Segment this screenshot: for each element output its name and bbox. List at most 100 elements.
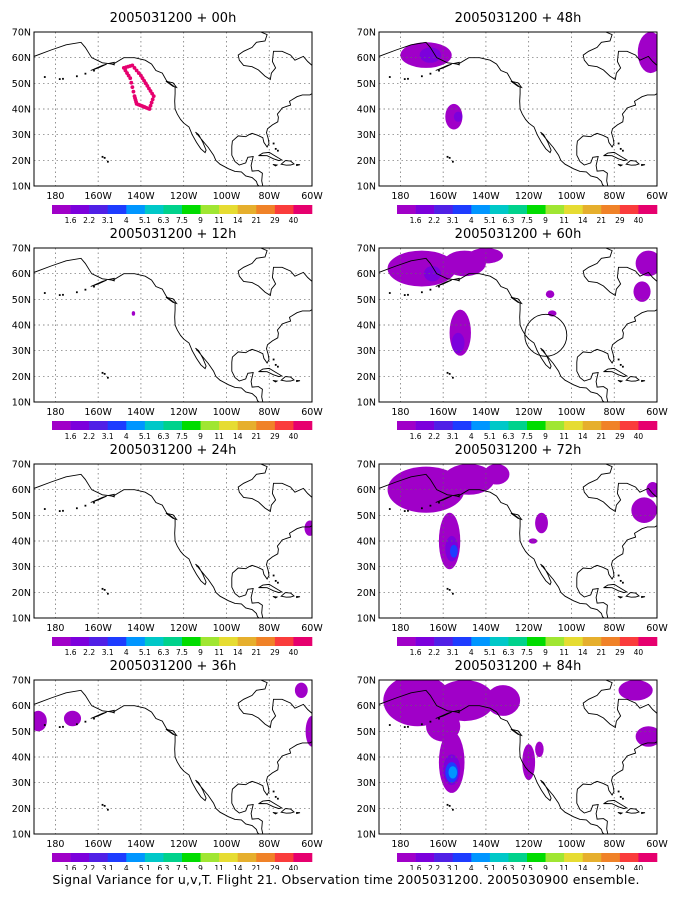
lon-label: 80W bbox=[603, 839, 625, 850]
coastline bbox=[435, 63, 452, 71]
map-area bbox=[379, 464, 657, 618]
colorbar-swatch bbox=[256, 637, 276, 646]
lat-label: 20N bbox=[357, 588, 376, 599]
variance-contour bbox=[449, 544, 458, 558]
colorbar-label: 7.5 bbox=[521, 648, 533, 657]
colorbar-swatch bbox=[619, 637, 639, 646]
island bbox=[93, 501, 95, 504]
map-frame bbox=[378, 463, 658, 619]
coastline bbox=[237, 680, 312, 729]
island bbox=[438, 717, 440, 720]
colorbar-swatch bbox=[52, 637, 71, 646]
coastline bbox=[34, 41, 312, 186]
colorbar-swatch bbox=[545, 853, 565, 862]
island bbox=[603, 799, 628, 810]
lat-label: 60N bbox=[357, 485, 376, 496]
coastline bbox=[34, 257, 312, 402]
island bbox=[621, 581, 624, 584]
lon-label: 100W bbox=[558, 623, 586, 634]
lon-label: 140W bbox=[472, 407, 500, 418]
colorbar-label: 4 bbox=[124, 648, 129, 657]
lon-label: 80W bbox=[258, 191, 280, 202]
colorbar-swatch bbox=[638, 853, 658, 862]
island bbox=[93, 717, 95, 720]
colorbar-label: 3.1 bbox=[447, 216, 459, 225]
island bbox=[617, 163, 624, 167]
island bbox=[403, 78, 406, 80]
colorbar-label: 21 bbox=[252, 432, 262, 441]
island bbox=[625, 592, 640, 598]
colorbar-label: 21 bbox=[597, 432, 607, 441]
colorbar-swatch bbox=[489, 421, 509, 430]
colorbar-swatch bbox=[219, 637, 239, 646]
island bbox=[62, 725, 64, 728]
island bbox=[103, 372, 106, 375]
island bbox=[272, 811, 279, 815]
colorbar-swatch bbox=[527, 205, 546, 214]
colorbar-swatch bbox=[144, 853, 164, 862]
lon-label: 100W bbox=[213, 191, 241, 202]
colorbar-label: 4 bbox=[124, 216, 129, 225]
colorbar-swatch bbox=[397, 421, 416, 430]
island bbox=[619, 795, 622, 798]
map-area bbox=[34, 464, 312, 618]
lon-label: 120W bbox=[515, 623, 543, 634]
flight-track-point bbox=[136, 71, 141, 75]
island bbox=[103, 156, 106, 159]
colorbar-label: 21 bbox=[597, 864, 607, 870]
coastline bbox=[90, 63, 107, 71]
colorbar-label: 5.1 bbox=[484, 864, 496, 870]
lon-label: 180 bbox=[391, 407, 409, 418]
lat-label: 70N bbox=[357, 28, 376, 39]
island bbox=[452, 277, 460, 282]
island bbox=[617, 142, 620, 145]
lon-label: 180 bbox=[391, 191, 409, 202]
island bbox=[407, 725, 409, 728]
lon-label: 60W bbox=[646, 839, 668, 850]
island bbox=[451, 808, 454, 811]
lat-label: 60N bbox=[357, 53, 376, 64]
island bbox=[420, 291, 423, 294]
island bbox=[621, 149, 624, 152]
colorbar-label: 29 bbox=[270, 432, 280, 441]
colorbar-label: 4 bbox=[124, 432, 129, 441]
lat-label: 50N bbox=[357, 295, 376, 306]
map-frame bbox=[33, 31, 313, 187]
colorbar-swatch bbox=[415, 421, 435, 430]
colorbar-swatch bbox=[471, 205, 491, 214]
island bbox=[429, 72, 432, 75]
colorbar-label: 29 bbox=[615, 864, 625, 870]
colorbar-label: 14 bbox=[233, 216, 243, 225]
colorbar-label: 2.2 bbox=[83, 864, 95, 870]
colorbar-label: 40 bbox=[289, 864, 299, 870]
colorbar-label: 11 bbox=[559, 432, 569, 441]
map-area bbox=[379, 680, 657, 834]
island bbox=[165, 512, 178, 521]
colorbar-swatch bbox=[144, 421, 164, 430]
island bbox=[617, 379, 624, 383]
colorbar-swatch bbox=[52, 421, 71, 430]
colorbar-swatch bbox=[619, 421, 639, 430]
map-panel: 2005031200 + 36h 70N 60N 50N 40N 30N 20N 10N 180… bbox=[12, 659, 324, 870]
colorbar-swatch bbox=[601, 637, 621, 646]
colorbar-swatch bbox=[163, 421, 183, 430]
lon-label: 160W bbox=[429, 839, 457, 850]
variance-contour bbox=[63, 710, 82, 727]
island bbox=[446, 371, 449, 374]
colorbar-label: 7.5 bbox=[176, 432, 188, 441]
lat-label: 10N bbox=[12, 398, 31, 409]
island bbox=[93, 285, 95, 288]
island bbox=[58, 294, 61, 296]
colorbar-swatch bbox=[489, 205, 509, 214]
lat-label: 40N bbox=[357, 321, 376, 332]
colorbar-label: 1.6 bbox=[410, 432, 422, 441]
island bbox=[84, 72, 87, 75]
island bbox=[258, 367, 283, 378]
coastline bbox=[90, 279, 107, 287]
panel-title: 2005031200 + 72h bbox=[455, 443, 582, 458]
lat-label: 50N bbox=[12, 295, 31, 306]
island bbox=[625, 376, 640, 382]
lon-label: 140W bbox=[127, 407, 155, 418]
lon-label: 140W bbox=[472, 623, 500, 634]
colorbar-label: 7.5 bbox=[176, 216, 188, 225]
